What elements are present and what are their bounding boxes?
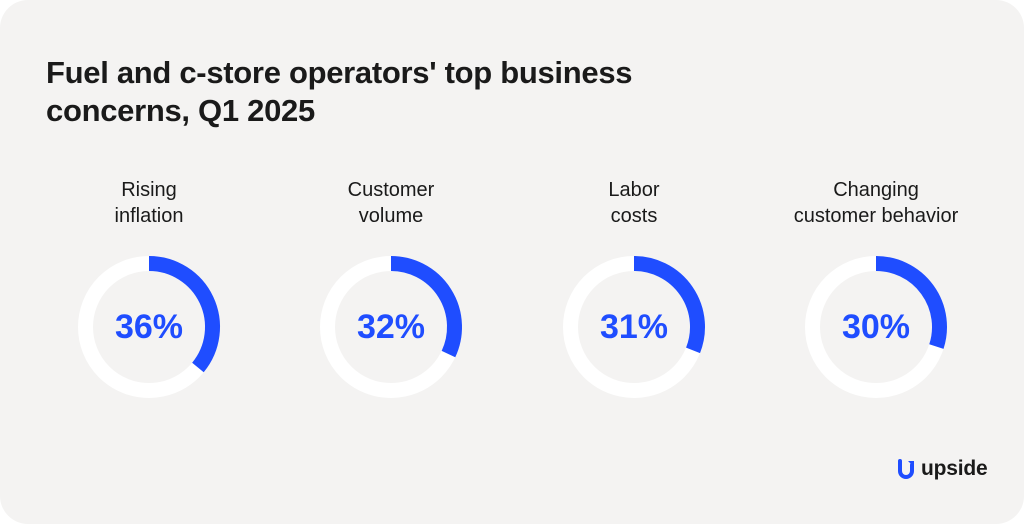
label-line: costs bbox=[610, 205, 658, 227]
donut-value-arc bbox=[633, 256, 705, 354]
label-line: Labor bbox=[608, 179, 660, 201]
concern-item-labor-costs: Labor costs 31% bbox=[514, 0, 754, 524]
upside-logo-icon bbox=[898, 459, 914, 479]
chart-title: Fuel and c-store operators' top business… bbox=[46, 55, 633, 128]
concern-item-rising-inflation: Rising inflation 36% bbox=[29, 0, 269, 524]
label-line: Rising bbox=[121, 179, 177, 201]
donut-chart bbox=[78, 256, 220, 398]
percentage-value: 32% bbox=[356, 308, 426, 346]
percentage-value: 31% bbox=[599, 308, 669, 346]
concern-item-changing-customer-behavior: Changing customer behavior 30% bbox=[756, 0, 996, 524]
label-line: Changing bbox=[833, 179, 919, 201]
label-line: Customer bbox=[347, 179, 435, 201]
donut-chart bbox=[320, 256, 462, 398]
brand-logo: upside bbox=[897, 455, 988, 483]
label-line: volume bbox=[358, 205, 424, 227]
brand-name: upside bbox=[921, 457, 988, 480]
concern-item-customer-volume: Customer volume 32% bbox=[271, 0, 511, 524]
concern-label: Labor costs bbox=[514, 177, 754, 229]
donut-chart bbox=[563, 256, 705, 398]
concern-label: Changing customer behavior bbox=[756, 177, 996, 229]
concern-label: Customer volume bbox=[271, 177, 511, 229]
concern-label: Rising inflation bbox=[29, 177, 269, 229]
donut-chart bbox=[805, 256, 947, 398]
donut-value-arc bbox=[875, 256, 947, 349]
donut-value-arc bbox=[390, 256, 462, 358]
label-line: inflation bbox=[114, 205, 184, 227]
donut-value-arc bbox=[148, 256, 220, 373]
percentage-value: 30% bbox=[841, 308, 911, 346]
percentage-value: 36% bbox=[114, 308, 184, 346]
label-line: customer behavior bbox=[793, 205, 959, 227]
